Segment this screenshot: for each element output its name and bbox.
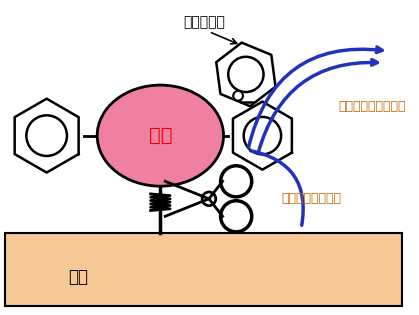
- Bar: [5, 233, 402, 306]
- Text: ベンゼン環: ベンゼン環: [183, 15, 225, 29]
- Ellipse shape: [97, 85, 223, 186]
- Circle shape: [202, 192, 216, 206]
- Text: 土壌: 土壌: [68, 267, 88, 286]
- Text: 酸による結合切断: 酸による結合切断: [282, 192, 342, 205]
- Text: 溶媒による溶解効果: 溶媒による溶解効果: [338, 100, 406, 113]
- Text: ヒ素: ヒ素: [149, 126, 172, 145]
- Circle shape: [221, 166, 252, 197]
- Circle shape: [221, 201, 252, 232]
- Circle shape: [233, 91, 243, 101]
